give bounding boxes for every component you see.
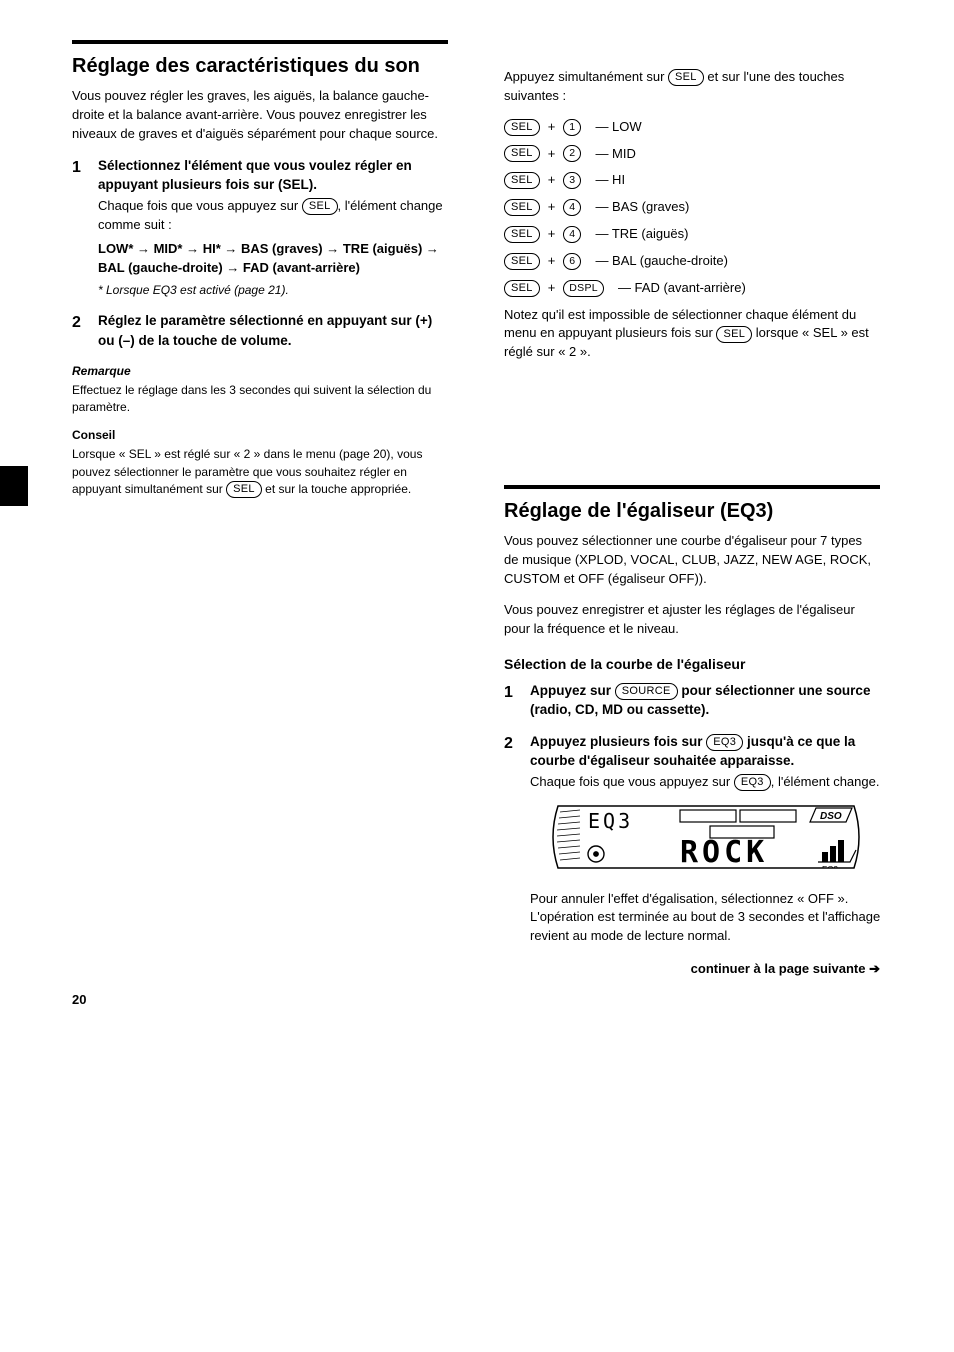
page-root: Réglage des caractéristiques du son Vous…: [0, 0, 954, 1039]
sel-button-pill: SEL: [504, 199, 540, 216]
eq3-intro2: Vous pouvez enregistrer et ajuster les r…: [504, 601, 880, 639]
sel-combo-row: SEL + 4 — TRE (aiguës): [504, 225, 880, 244]
dspl-button-pill: DSPL: [563, 280, 604, 297]
sel-combo-row: SEL + 2 — MID: [504, 145, 880, 164]
eq3-title: Réglage de l'égaliseur (EQ3): [504, 497, 880, 526]
eq3-step2-sub: Chaque fois que vous appuyez sur EQ3, l'…: [530, 773, 882, 792]
sel-combo-table: SEL + 1— LOWSEL + 2— MIDSEL + 3— HISEL +…: [504, 118, 880, 298]
eq3-step1-text1: Appuyez sur: [530, 683, 615, 698]
plus-sign: +: [548, 145, 556, 164]
tip-text-2: et sur la touche appropriée.: [265, 482, 411, 496]
step-1-sub: Chaque fois que vous appuyez sur SEL, l'…: [98, 197, 448, 235]
sel-button-pill: SEL: [504, 280, 540, 297]
note-label: Remarque: [72, 363, 448, 380]
number-4-button-pill: 4: [563, 226, 581, 243]
sel-combo-label: — HI: [595, 171, 880, 190]
number-4-button-pill: 4: [563, 199, 581, 216]
sel-button-pill: SEL: [504, 172, 540, 189]
sel-combo-label: — TRE (aiguës): [595, 225, 880, 244]
eq3-step2-sub-prefix: Chaque fois que vous appuyez sur: [530, 774, 734, 789]
sel-combo-label: — BAS (graves): [595, 198, 880, 217]
eq3-step2-sub-suffix: , l'élément change.: [771, 774, 880, 789]
plus-sign: +: [548, 198, 556, 217]
section-intro: Vous pouvez régler les graves, les aiguë…: [72, 87, 448, 144]
sel-button-pill: SEL: [302, 198, 338, 215]
plus-sign: +: [548, 171, 556, 190]
right-lead-prefix: Appuyez simultanément sur: [504, 69, 668, 84]
eq3-cancel-note: Pour annuler l'effet d'égalisation, séle…: [530, 890, 882, 947]
tip-label: Conseil: [72, 427, 448, 444]
number-3-button-pill: 3: [563, 172, 581, 189]
note-text: Effectuez le réglage dans les 3 secondes…: [72, 382, 448, 417]
eq3-step-1: Appuyez sur SOURCE pour sélectionner une…: [504, 681, 880, 720]
two-column-layout: Réglage des caractéristiques du son Vous…: [72, 40, 882, 979]
lcd-dso-badge: DSO: [820, 811, 842, 822]
sel-button-pill: SEL: [226, 481, 262, 498]
eq3-step2-text1: Appuyez plusieurs fois sur: [530, 734, 706, 749]
steps-list: Sélectionnez l'élément que vous voulez r…: [72, 156, 448, 351]
right-after-note: Notez qu'il est impossible de sélectionn…: [504, 306, 880, 363]
step-1: Sélectionnez l'élément que vous voulez r…: [72, 156, 448, 300]
number-6-button-pill: 6: [563, 253, 581, 270]
lcd-big-text: ROCK: [680, 835, 768, 870]
sel-button-pill: SEL: [716, 326, 752, 343]
source-button-pill: SOURCE: [615, 683, 678, 700]
eq3-step2-main: Appuyez plusieurs fois sur EQ3 jusqu'à c…: [530, 732, 882, 771]
sel-combo-row: SEL + 4 — BAS (graves): [504, 198, 880, 217]
page-number: 20: [72, 992, 86, 1007]
sel-combo-row: SEL + 6 — BAL (gauche-droite): [504, 252, 880, 271]
lcd-display-illustration: EQ3: [530, 800, 882, 880]
step-2-main: Réglez le paramètre sélectionné en appuy…: [98, 311, 448, 350]
number-1-button-pill: 1: [563, 119, 581, 136]
section-title: Réglage des caractéristiques du son: [72, 52, 448, 81]
section-rule: [504, 485, 880, 489]
sel-button-pill: SEL: [504, 253, 540, 270]
continue-next-page: continuer à la page suivante ➔: [504, 960, 880, 979]
step-1-chain: LOW* → MID* → HI* → BAS (graves) → TRE (…: [98, 240, 448, 278]
eq3-button-pill: EQ3: [706, 734, 743, 751]
right-column: Appuyez simultanément sur SEL et sur l'u…: [504, 40, 880, 979]
eq3-step1-main: Appuyez sur SOURCE pour sélectionner une…: [530, 681, 880, 720]
right-lead: Appuyez simultanément sur SEL et sur l'u…: [504, 68, 880, 106]
eq3-button-pill: EQ3: [734, 774, 771, 791]
sel-combo-row: SEL + 1 — LOW: [504, 118, 880, 137]
sel-combo-row: SEL + DSPL — FAD (avant-arrière): [504, 279, 880, 298]
sel-combo-label: — BAL (gauche-droite): [595, 252, 880, 271]
section-rule: [72, 40, 448, 44]
eq3-steps: Appuyez sur SOURCE pour sélectionner une…: [504, 681, 880, 946]
eq3-subheading: Sélection de la courbe de l'égaliseur: [504, 654, 880, 674]
step-1-main: Sélectionnez l'élément que vous voulez r…: [98, 156, 448, 195]
step-1-footnote: * Lorsque EQ3 est activé (page 21).: [98, 282, 448, 299]
tip-text: Lorsque « SEL » est réglé sur « 2 » dans…: [72, 446, 448, 498]
sel-button-pill: SEL: [504, 119, 540, 136]
eq3-intro: Vous pouvez sélectionner une courbe d'ég…: [504, 532, 880, 589]
number-2-button-pill: 2: [563, 145, 581, 162]
sel-button-pill: SEL: [504, 226, 540, 243]
lcd-small-text: EQ3: [588, 809, 633, 833]
plus-sign: +: [548, 279, 556, 298]
sel-combo-label: — MID: [595, 145, 880, 164]
page-edge-tab: [0, 466, 28, 506]
left-column: Réglage des caractéristiques du son Vous…: [72, 40, 448, 498]
sel-combo-label: — LOW: [595, 118, 880, 137]
step-1-sub-prefix: Chaque fois que vous appuyez sur: [98, 198, 302, 213]
plus-sign: +: [548, 225, 556, 244]
eq3-step-2: Appuyez plusieurs fois sur EQ3 jusqu'à c…: [504, 732, 880, 946]
step-2: Réglez le paramètre sélectionné en appuy…: [72, 311, 448, 350]
lcd-eq3-label: EQ3: [822, 865, 839, 874]
plus-sign: +: [548, 118, 556, 137]
plus-sign: +: [548, 252, 556, 271]
sel-button-pill: SEL: [668, 69, 704, 86]
sel-combo-label: — FAD (avant-arrière): [618, 279, 880, 298]
sel-button-pill: SEL: [504, 145, 540, 162]
sel-combo-row: SEL + 3 — HI: [504, 171, 880, 190]
